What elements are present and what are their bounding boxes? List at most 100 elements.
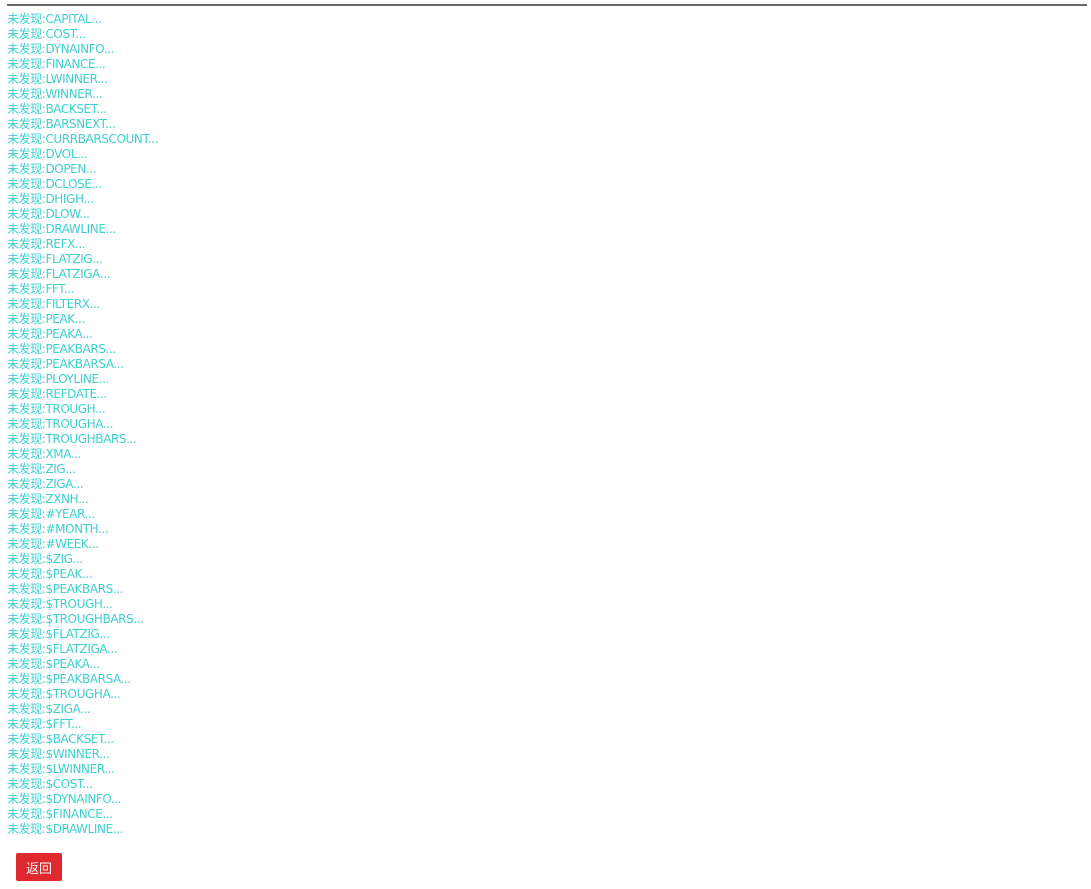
not-found-item: 未发现:$LWINNER...: [7, 762, 158, 777]
function-name: COST...: [45, 27, 86, 41]
not-found-item: 未发现:WINNER...: [7, 87, 158, 102]
function-name: REFDATE...: [45, 387, 107, 401]
function-name: #WEEK...: [45, 537, 99, 551]
not-found-prefix: 未发现:: [7, 597, 46, 611]
not-found-prefix: 未发现:: [7, 762, 46, 776]
function-name: BARSNEXT...: [45, 117, 116, 131]
not-found-prefix: 未发现:: [7, 447, 46, 461]
not-found-item: 未发现:LWINNER...: [7, 72, 158, 87]
function-name: XMA...: [45, 447, 82, 461]
not-found-item: 未发现:PEAKBARS...: [7, 342, 158, 357]
not-found-prefix: 未发现:: [7, 102, 46, 116]
not-found-prefix: 未发现:: [7, 417, 46, 431]
function-name: PEAKBARSA...: [45, 357, 124, 371]
not-found-prefix: 未发现:: [7, 792, 46, 806]
not-found-item: 未发现:$WINNER...: [7, 747, 158, 762]
back-button[interactable]: 返回: [16, 853, 62, 881]
not-found-prefix: 未发现:: [7, 267, 46, 281]
not-found-item: 未发现:ZIGA...: [7, 477, 158, 492]
not-found-item: 未发现:XMA...: [7, 447, 158, 462]
not-found-prefix: 未发现:: [7, 402, 46, 416]
not-found-item: 未发现:$DYNAINFO...: [7, 792, 158, 807]
not-found-prefix: 未发现:: [7, 537, 46, 551]
function-name: LWINNER...: [45, 72, 108, 86]
not-found-prefix: 未发现:: [7, 432, 46, 446]
function-name: $PEAK...: [45, 567, 93, 581]
not-found-item: 未发现:$DRAWLINE...: [7, 822, 158, 837]
not-found-prefix: 未发现:: [7, 477, 46, 491]
not-found-prefix: 未发现:: [7, 657, 46, 671]
not-found-item: 未发现:CAPITAL...: [7, 12, 158, 27]
not-found-prefix: 未发现:: [7, 237, 46, 251]
not-found-item: 未发现:$FFT...: [7, 717, 158, 732]
function-name: TROUGHA...: [45, 417, 114, 431]
not-found-prefix: 未发现:: [7, 42, 46, 56]
not-found-item: 未发现:FINANCE...: [7, 57, 158, 72]
not-found-item: 未发现:$PEAKBARSA...: [7, 672, 158, 687]
function-name: DYNAINFO...: [45, 42, 114, 56]
function-name: ZXNH...: [45, 492, 89, 506]
function-name: FLATZIGA...: [45, 267, 111, 281]
not-found-item: 未发现:PEAK...: [7, 312, 158, 327]
not-found-prefix: 未发现:: [7, 222, 46, 236]
function-name: $FINANCE...: [45, 807, 113, 821]
function-name: FFT...: [45, 282, 74, 296]
not-found-prefix: 未发现:: [7, 12, 46, 26]
not-found-item: 未发现:$PEAK...: [7, 567, 158, 582]
not-found-prefix: 未发现:: [7, 822, 46, 836]
not-found-item: 未发现:ZIG...: [7, 462, 158, 477]
function-name: BACKSET...: [45, 102, 107, 116]
not-found-item: 未发现:$TROUGH...: [7, 597, 158, 612]
not-found-prefix: 未发现:: [7, 72, 46, 86]
function-name: $DRAWLINE...: [45, 822, 124, 836]
not-found-item: 未发现:FILTERX...: [7, 297, 158, 312]
not-found-item: 未发现:PEAKA...: [7, 327, 158, 342]
not-found-prefix: 未发现:: [7, 387, 46, 401]
not-found-prefix: 未发现:: [7, 672, 46, 686]
function-name: $ZIGA...: [45, 702, 91, 716]
function-name: ZIGA...: [45, 477, 84, 491]
function-name: $TROUGHA...: [45, 687, 121, 701]
function-name: PEAKBARS...: [45, 342, 116, 356]
not-found-prefix: 未发现:: [7, 627, 46, 641]
function-name: TROUGHBARS...: [45, 432, 137, 446]
not-found-item: 未发现:FLATZIGA...: [7, 267, 158, 282]
function-name: DHIGH...: [45, 192, 94, 206]
function-name: DCLOSE...: [45, 177, 102, 191]
function-name: $ZIG...: [45, 552, 83, 566]
function-name: CAPITAL...: [45, 12, 102, 26]
not-found-item: 未发现:CURRBARSCOUNT...: [7, 132, 159, 147]
not-found-item: 未发现:#YEAR...: [7, 507, 158, 522]
not-found-prefix: 未发现:: [7, 747, 46, 761]
function-name: $FLATZIGA...: [45, 642, 118, 656]
not-found-item: 未发现:$TROUGHA...: [7, 687, 158, 702]
function-name: FILTERX...: [45, 297, 100, 311]
not-found-prefix: 未发现:: [7, 282, 46, 296]
not-found-prefix: 未发现:: [7, 552, 46, 566]
function-name: PEAKA...: [45, 327, 93, 341]
not-found-item: 未发现:REFX...: [7, 237, 158, 252]
not-found-prefix: 未发现:: [7, 357, 46, 371]
not-found-prefix: 未发现:: [7, 567, 46, 581]
function-name: $FLATZIG...: [45, 627, 110, 641]
not-found-item: 未发现:COST...: [7, 27, 158, 42]
function-name: #YEAR...: [45, 507, 95, 521]
not-found-prefix: 未发现:: [7, 732, 46, 746]
not-found-item: 未发现:$FLATZIGA...: [7, 642, 158, 657]
not-found-item: 未发现:$ZIG...: [7, 552, 158, 567]
function-name: $LWINNER...: [45, 762, 115, 776]
not-found-prefix: 未发现:: [7, 57, 46, 71]
not-found-prefix: 未发现:: [7, 522, 46, 536]
not-found-item: 未发现:REFDATE...: [7, 387, 158, 402]
not-found-item: 未发现:PLOYLINE...: [7, 372, 158, 387]
function-name: $WINNER...: [45, 747, 110, 761]
not-found-prefix: 未发现:: [7, 252, 46, 266]
not-found-item: 未发现:TROUGH...: [7, 402, 158, 417]
not-found-item: 未发现:PEAKBARSA...: [7, 357, 158, 372]
top-divider: [7, 4, 1087, 6]
function-name: $FFT...: [45, 717, 82, 731]
not-found-item: 未发现:DYNAINFO...: [7, 42, 158, 57]
function-name: DRAWLINE...: [45, 222, 116, 236]
not-found-item: 未发现:DOPEN...: [7, 162, 158, 177]
function-name: FLATZIG...: [45, 252, 103, 266]
